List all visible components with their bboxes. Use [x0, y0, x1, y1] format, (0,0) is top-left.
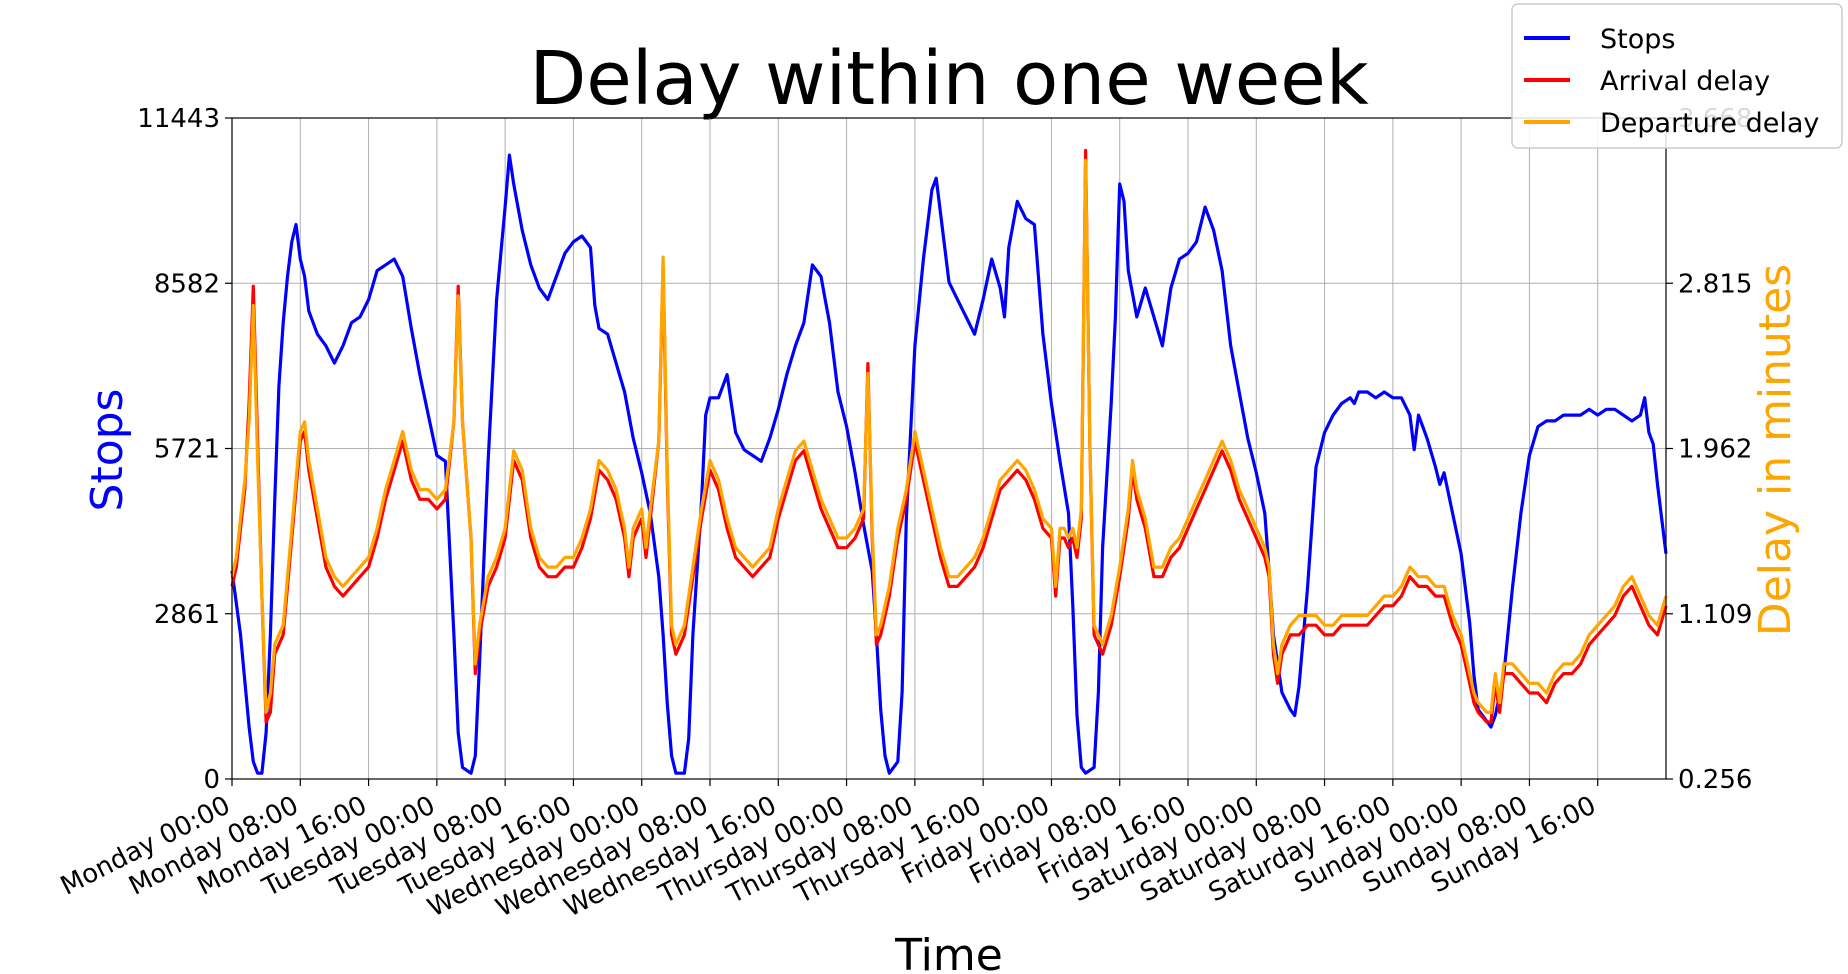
- y-right-axis-label: Delay in minutes: [1750, 264, 1801, 636]
- y-left-axis-label: Stops: [82, 389, 133, 512]
- y-right-tick-label: 1.962: [1678, 435, 1752, 465]
- x-axis-label: Time: [894, 930, 1003, 974]
- series-layer: [230, 148, 1668, 775]
- y-right-tick-label: 1.109: [1678, 600, 1752, 630]
- legend-label-departure-delay: Departure delay: [1600, 108, 1819, 139]
- y-right-tick-label: 0.256: [1678, 765, 1752, 795]
- y-left-tick-label: 8582: [154, 269, 220, 299]
- y-left-tick-label: 2861: [154, 600, 220, 630]
- y-left-tick-label: 5721: [154, 435, 220, 465]
- chart-title: Delay within one week: [529, 36, 1369, 122]
- legend-box: [1511, 3, 1843, 149]
- grid-lines: [231, 117, 1666, 780]
- legend: Stops Arrival delay Departure delay: [1511, 3, 1843, 149]
- legend-label-stops: Stops: [1600, 24, 1675, 55]
- y-right-tick-label: 2.815: [1678, 269, 1752, 299]
- y-left-tick-label: 0: [203, 765, 220, 795]
- departure-delay-series-line: [230, 158, 1668, 714]
- y-left-tick-label: 11443: [137, 104, 220, 134]
- stops-series-line: [230, 153, 1668, 775]
- arrival-delay-series-line: [230, 148, 1668, 724]
- y-left-axis-ticks: 0 2861 5721 8582 11443: [137, 104, 232, 795]
- legend-label-arrival-delay: Arrival delay: [1600, 66, 1770, 97]
